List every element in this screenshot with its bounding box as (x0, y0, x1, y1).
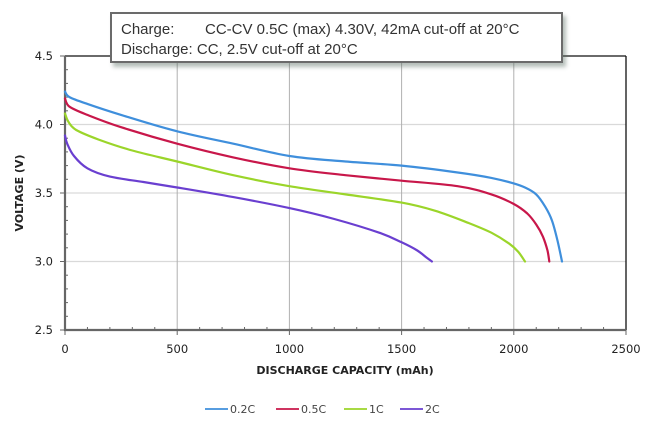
y-tick-labels: 2.5 3.0 3.5 4.0 4.5 (35, 49, 53, 337)
legend: 0.2C 0.5C 1C 2C (205, 403, 440, 416)
discharge-text: CC, 2.5V cut-off at 20°C (192, 41, 358, 58)
y-tick-label: 4.5 (35, 49, 53, 63)
series-line-2C (63, 134, 433, 263)
series-line-0-2C (63, 90, 564, 263)
discharge-condition: Discharge: CC, 2.5V cut-off at 20°C (121, 40, 561, 60)
x-tick-label: 2500 (611, 342, 640, 356)
y-tick-label: 4.0 (35, 118, 53, 132)
x-tick-label: 500 (166, 342, 188, 356)
x-tick-label: 2000 (499, 342, 528, 356)
legend-label: 0.5C (301, 403, 326, 416)
y-tick-label: 3.5 (35, 186, 53, 200)
gridlines (65, 56, 626, 330)
x-tick-label: 0 (61, 342, 68, 356)
x-axis-title: DISCHARGE CAPACITY (mAh) (256, 364, 433, 377)
legend-label: 1C (369, 403, 384, 416)
charge-text: CC-CV 0.5C (max) 4.30V, 42mA cut-off at … (205, 21, 520, 38)
series-line-1C (63, 112, 527, 263)
axes (60, 55, 627, 335)
test-conditions-box: Charge: CC-CV 0.5C (max) 4.30V, 42mA cut-… (110, 12, 563, 63)
series-line-0-5C (63, 97, 551, 263)
x-tick-label: 1500 (387, 342, 416, 356)
x-tick-label: 1000 (275, 342, 304, 356)
series-lines (63, 90, 564, 263)
y-axis-title: VOLTAGE (V) (13, 155, 26, 232)
charge-condition: Charge: CC-CV 0.5C (max) 4.30V, 42mA cut-… (121, 20, 561, 40)
charge-label: Charge: (121, 21, 175, 38)
y-tick-label: 3.0 (35, 255, 53, 269)
x-tick-labels: 0 500 1000 1500 2000 2500 (61, 342, 640, 356)
legend-label: 0.2C (230, 403, 255, 416)
y-tick-label: 2.5 (35, 323, 53, 337)
discharge-label: Discharge: (121, 41, 193, 58)
legend-label: 2C (425, 403, 440, 416)
